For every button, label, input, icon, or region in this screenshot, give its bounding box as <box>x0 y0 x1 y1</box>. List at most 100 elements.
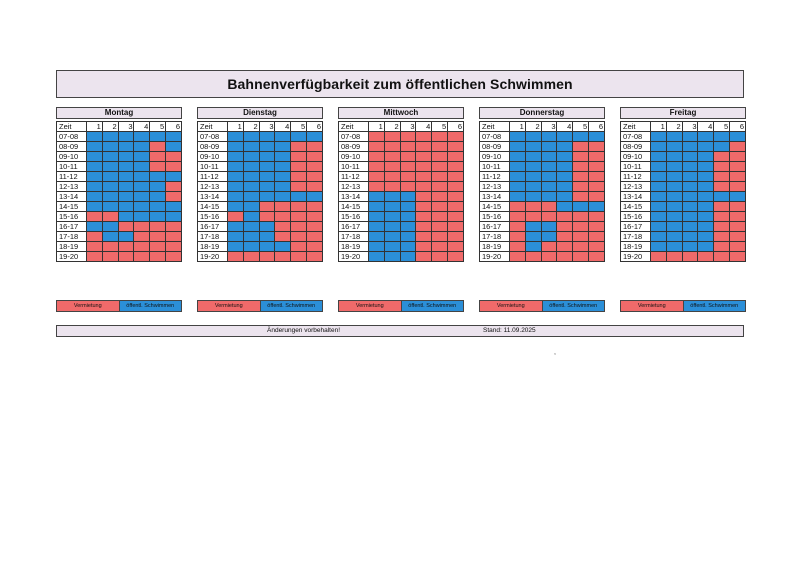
slot-vermietung <box>729 201 746 212</box>
slot-oeffentlich <box>306 131 323 142</box>
slot-vermietung <box>133 241 151 252</box>
time-row: 11-12 <box>56 171 182 182</box>
slot-oeffentlich <box>165 141 182 152</box>
slot-vermietung <box>415 191 433 202</box>
slot-vermietung <box>274 251 292 262</box>
slot-vermietung <box>588 181 605 192</box>
slot-vermietung <box>572 251 590 262</box>
slot-oeffentlich <box>86 191 103 202</box>
time-label: 07-08 <box>479 131 510 142</box>
slot-oeffentlich <box>650 151 667 162</box>
time-row: 11-12 <box>197 171 323 182</box>
lane-header: 5 <box>431 121 449 132</box>
slot-vermietung <box>729 161 746 172</box>
slot-vermietung <box>165 161 182 172</box>
slot-vermietung <box>540 211 558 222</box>
lane-header: 1 <box>368 121 385 132</box>
slot-oeffentlich <box>524 131 542 142</box>
slot-oeffentlich <box>165 201 182 212</box>
slot-vermietung <box>572 231 590 242</box>
slot-oeffentlich <box>383 231 401 242</box>
legend-vermietung: Vermietung <box>621 301 684 311</box>
time-row: 08-09 <box>338 141 464 152</box>
slot-oeffentlich <box>556 161 574 172</box>
time-row: 10-11 <box>197 161 323 172</box>
slot-oeffentlich <box>650 221 667 232</box>
time-row: 18-19 <box>338 241 464 252</box>
time-row: 14-15 <box>338 201 464 212</box>
lane-header: 5 <box>290 121 308 132</box>
slot-vermietung <box>415 211 433 222</box>
legend-oeffentlich: öffentl. Schwimmen <box>542 301 604 311</box>
slot-vermietung <box>713 161 731 172</box>
slot-oeffentlich <box>133 171 151 182</box>
time-row: 10-11 <box>620 161 746 172</box>
slot-oeffentlich <box>650 191 667 202</box>
day-block-donnerstag: Donnerstag Zeit 1 2 3 4 5 6 07-08 08-09 09-10 10-11… <box>479 107 605 262</box>
time-row: 15-16 <box>56 211 182 222</box>
slot-oeffentlich <box>368 211 385 222</box>
day-block-freitag: Freitag Zeit 1 2 3 4 5 6 07-08 08-09 09-10 10-11 11-… <box>620 107 746 262</box>
slot-vermietung <box>399 151 417 162</box>
slot-vermietung <box>149 251 167 262</box>
slot-vermietung <box>572 221 590 232</box>
slot-vermietung <box>165 191 182 202</box>
slot-vermietung <box>431 131 449 142</box>
time-row: 14-15 <box>479 201 605 212</box>
slot-oeffentlich <box>117 231 135 242</box>
slot-vermietung <box>368 151 385 162</box>
slot-vermietung <box>540 241 558 252</box>
legend: Vermietung öffentl. Schwimmen <box>338 300 464 312</box>
slot-vermietung <box>447 131 464 142</box>
slot-oeffentlich <box>572 201 590 212</box>
slot-oeffentlich <box>697 151 715 162</box>
slot-vermietung <box>447 211 464 222</box>
legend: Vermietung öffentl. Schwimmen <box>479 300 605 312</box>
slot-oeffentlich <box>650 131 667 142</box>
time-row: 17-18 <box>479 231 605 242</box>
slot-vermietung <box>713 181 731 192</box>
slot-oeffentlich <box>101 221 119 232</box>
slot-vermietung <box>509 201 526 212</box>
time-label: 16-17 <box>620 221 651 232</box>
lane-header: 3 <box>540 121 558 132</box>
slot-oeffentlich <box>697 211 715 222</box>
time-row: 13-14 <box>338 191 464 202</box>
slot-oeffentlich <box>556 171 574 182</box>
slot-vermietung <box>415 201 433 212</box>
slot-vermietung <box>431 141 449 152</box>
slot-vermietung <box>729 231 746 242</box>
slot-oeffentlich <box>306 191 323 202</box>
slot-vermietung <box>524 251 542 262</box>
slot-oeffentlich <box>258 181 276 192</box>
time-label: 10-11 <box>56 161 87 172</box>
slot-vermietung <box>650 251 667 262</box>
slot-vermietung <box>431 201 449 212</box>
slot-oeffentlich <box>665 151 683 162</box>
slot-vermietung <box>101 211 119 222</box>
slot-vermietung <box>572 161 590 172</box>
time-row: 12-13 <box>620 181 746 192</box>
slot-oeffentlich <box>588 201 605 212</box>
slot-vermietung <box>290 231 308 242</box>
time-row: 13-14 <box>479 191 605 202</box>
slot-oeffentlich <box>133 181 151 192</box>
zeit-header: Zeit <box>620 121 651 132</box>
slot-vermietung <box>290 221 308 232</box>
slot-oeffentlich <box>509 141 526 152</box>
time-row: 14-15 <box>620 201 746 212</box>
slot-vermietung <box>431 231 449 242</box>
slot-oeffentlich <box>524 241 542 252</box>
legend-vermietung: Vermietung <box>57 301 120 311</box>
time-label: 12-13 <box>56 181 87 192</box>
slot-oeffentlich <box>650 211 667 222</box>
slot-vermietung <box>133 221 151 232</box>
slot-oeffentlich <box>258 151 276 162</box>
time-row: 07-08 <box>620 131 746 142</box>
slot-vermietung <box>415 161 433 172</box>
time-label: 15-16 <box>197 211 228 222</box>
time-label: 07-08 <box>620 131 651 142</box>
slot-oeffentlich <box>242 241 260 252</box>
time-label: 13-14 <box>197 191 228 202</box>
time-label: 14-15 <box>479 201 510 212</box>
